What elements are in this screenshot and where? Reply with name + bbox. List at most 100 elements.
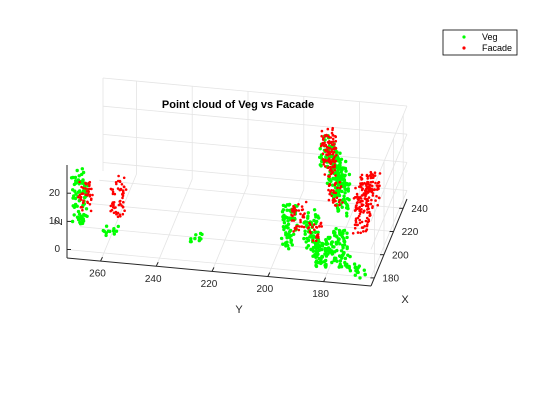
point-veg xyxy=(346,253,350,257)
point-veg xyxy=(330,260,334,265)
point-facade xyxy=(364,229,368,233)
point-veg xyxy=(330,240,334,244)
point-facade xyxy=(89,209,93,213)
point-facade xyxy=(359,231,363,235)
point-facade xyxy=(369,214,372,217)
point-veg xyxy=(338,165,342,169)
point-veg xyxy=(324,239,329,244)
grid-line xyxy=(370,134,408,222)
point-veg xyxy=(75,180,79,184)
point-facade xyxy=(364,194,367,198)
y-tick xyxy=(267,272,271,277)
point-veg xyxy=(358,276,362,280)
point-facade xyxy=(331,137,335,141)
point-veg xyxy=(341,251,346,256)
point-veg xyxy=(310,235,314,239)
point-veg xyxy=(315,245,319,249)
point-veg xyxy=(345,245,349,249)
point-facade xyxy=(300,205,304,208)
axes: 260 240 220 200 180 180 200 220 240 0 10 20 xyxy=(49,165,428,300)
point-veg xyxy=(116,224,121,229)
point-facade xyxy=(124,188,128,191)
point-veg xyxy=(320,247,324,252)
point-veg xyxy=(340,205,344,209)
point-veg xyxy=(292,232,296,236)
point-facade xyxy=(334,181,338,185)
grid-line xyxy=(370,190,408,278)
point-facade xyxy=(300,208,304,212)
point-veg xyxy=(362,268,366,272)
point-facade xyxy=(351,232,355,235)
point-facade xyxy=(329,168,333,172)
point-facade xyxy=(369,176,373,180)
grid-line xyxy=(102,105,408,135)
point-facade xyxy=(361,203,365,207)
point-facade xyxy=(373,174,377,177)
point-facade xyxy=(119,199,122,203)
point-facade xyxy=(299,212,302,216)
point-veg xyxy=(316,230,320,234)
point-facade xyxy=(327,198,331,202)
point-facade xyxy=(114,181,118,184)
point-facade xyxy=(116,211,120,215)
grid-line xyxy=(79,226,385,256)
x-axis-line xyxy=(370,198,408,287)
point-facade xyxy=(88,184,91,188)
point-facade xyxy=(123,209,126,212)
point-veg xyxy=(318,261,322,265)
point-facade xyxy=(319,222,323,226)
point-facade xyxy=(322,136,325,140)
point-veg xyxy=(336,183,340,187)
point-facade xyxy=(294,227,298,231)
point-facade xyxy=(323,165,327,168)
point-facade xyxy=(371,173,375,176)
point-veg xyxy=(104,224,109,228)
point-facade xyxy=(117,174,120,178)
point-veg xyxy=(112,232,117,236)
point-facade xyxy=(77,195,80,199)
point-facade xyxy=(87,181,90,185)
point-veg xyxy=(337,228,342,233)
point-facade xyxy=(338,181,342,184)
point-facade xyxy=(322,159,325,162)
point-veg xyxy=(284,215,288,219)
point-facade xyxy=(356,201,360,204)
point-veg xyxy=(282,221,287,225)
point-facade xyxy=(334,159,338,163)
point-veg xyxy=(333,256,337,260)
x-tick-label: 200 xyxy=(392,250,409,261)
point-facade xyxy=(304,200,308,204)
point-facade xyxy=(364,189,368,193)
point-facade xyxy=(297,209,301,212)
point-facade xyxy=(365,216,369,220)
point-veg xyxy=(355,270,360,275)
point-facade xyxy=(333,155,336,159)
point-facade xyxy=(293,211,296,214)
point-veg xyxy=(193,236,197,241)
point-veg xyxy=(323,263,327,268)
point-veg xyxy=(342,239,347,243)
y-tick-label: 180 xyxy=(312,289,329,300)
point-facade xyxy=(369,183,372,187)
point-facade xyxy=(334,204,338,207)
point-facade xyxy=(366,211,369,214)
point-facade xyxy=(369,202,373,206)
point-facade xyxy=(320,129,324,133)
point-veg xyxy=(347,172,352,177)
point-facade xyxy=(114,206,117,209)
point-veg xyxy=(306,216,310,220)
point-facade xyxy=(354,220,358,224)
point-facade xyxy=(362,230,365,233)
point-facade xyxy=(371,192,375,195)
point-facade xyxy=(366,180,369,184)
point-veg xyxy=(81,170,86,175)
point-facade xyxy=(320,134,324,138)
grid xyxy=(70,77,408,282)
point-veg xyxy=(303,220,307,224)
point-veg xyxy=(72,213,76,217)
point-veg xyxy=(331,177,335,181)
point-facade xyxy=(88,203,92,206)
point-veg xyxy=(317,240,321,244)
point-facade xyxy=(353,226,357,230)
point-facade xyxy=(86,201,89,204)
